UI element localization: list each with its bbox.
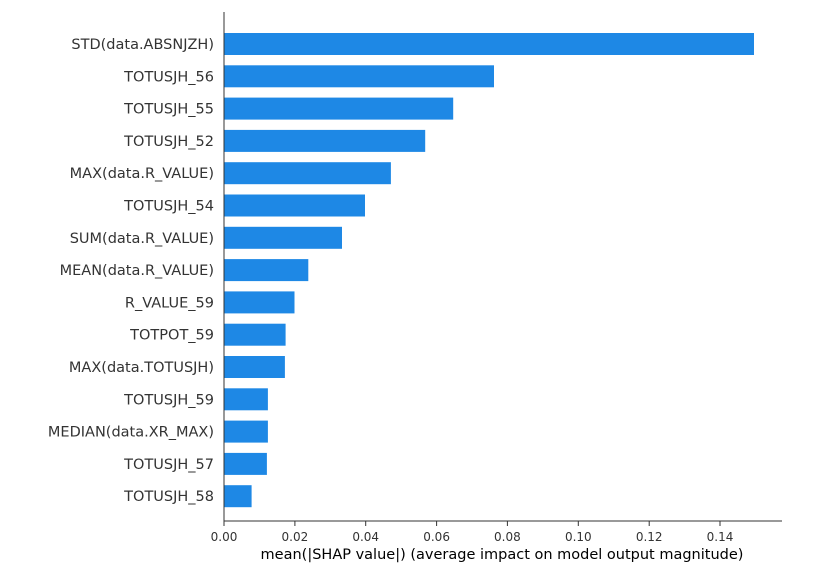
bar-totusjh-58	[224, 485, 252, 508]
category-label-totusjh-55: TOTUSJH_55	[123, 102, 214, 118]
category-label-sum-data-r-value: SUM(data.R_VALUE)	[70, 231, 214, 247]
bar-totusjh-56	[224, 65, 494, 88]
category-label-totpot-59: TOTPOT_59	[129, 328, 214, 344]
category-label-r-value-59: R_VALUE_59	[125, 295, 214, 311]
bar-r-value-59	[224, 291, 295, 314]
bar-totpot-59	[224, 323, 286, 346]
x-ticks-group: 0.00 0.02 0.04 0.06 0.08 0.10 0.12 0.14	[211, 521, 734, 544]
category-label-median-data-xr-max: MEDIAN(data.XR_MAX)	[48, 425, 214, 441]
category-label-std-data-absnjzh: STD(data.ABSNJZH)	[71, 37, 214, 53]
category-label-totusjh-59: TOTUSJH_59	[123, 392, 214, 408]
x-tick-label: 0.12	[636, 530, 663, 544]
x-tick-label: 0.04	[352, 530, 379, 544]
bar-totusjh-54	[224, 194, 365, 217]
x-tick-label: 0.06	[423, 530, 450, 544]
x-tick-label: 0.08	[494, 530, 521, 544]
bars-group	[224, 33, 754, 508]
bar-totusjh-59	[224, 388, 268, 411]
bar-median-data-xr-max	[224, 420, 268, 443]
bar-totusjh-55	[224, 97, 454, 120]
category-label-totusjh-57: TOTUSJH_57	[123, 457, 214, 473]
category-label-totusjh-58: TOTUSJH_58	[123, 489, 214, 505]
category-labels-group: STD(data.ABSNJZH) TOTUSJH_56 TOTUSJH_55 TOT…	[48, 37, 214, 505]
x-axis-label: mean(|SHAP value|) (average impact on mo…	[261, 547, 744, 563]
bar-std-data-absnjzh	[224, 33, 754, 55]
category-label-totusjh-52: TOTUSJH_52	[123, 134, 214, 150]
x-tick-label: 0.10	[565, 530, 592, 544]
bar-totusjh-52	[224, 129, 426, 152]
category-label-max-data-totusjh: MAX(data.TOTUSJH)	[69, 360, 214, 376]
bar-mean-data-r-value	[224, 259, 309, 282]
category-label-mean-data-r-value: MEAN(data.R_VALUE)	[60, 263, 214, 279]
bar-sum-data-r-value	[224, 226, 342, 249]
category-label-totusjh-54: TOTUSJH_54	[123, 199, 214, 215]
bar-max-data-r-value	[224, 162, 391, 185]
bar-max-data-totusjh	[224, 356, 285, 378]
x-tick-label: 0.00	[211, 530, 238, 544]
bar-totusjh-57	[224, 452, 267, 475]
x-tick-label: 0.02	[282, 530, 309, 544]
category-label-max-data-r-value: MAX(data.R_VALUE)	[70, 166, 214, 182]
category-label-totusjh-56: TOTUSJH_56	[123, 69, 214, 85]
x-tick-label: 0.14	[707, 530, 734, 544]
